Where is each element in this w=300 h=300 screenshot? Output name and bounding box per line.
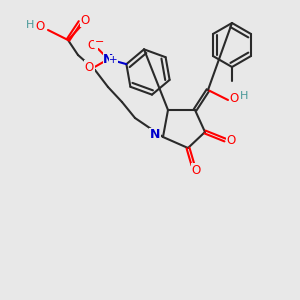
Text: O: O [88, 39, 97, 52]
Text: H: H [26, 20, 34, 30]
Text: O: O [85, 61, 94, 74]
Text: O: O [230, 92, 238, 104]
Text: O: O [226, 134, 236, 146]
Text: −: − [95, 37, 104, 47]
Text: N: N [150, 128, 160, 142]
Text: O: O [80, 14, 90, 26]
Text: +: + [109, 55, 118, 65]
Text: H: H [240, 91, 248, 101]
Text: O: O [35, 20, 45, 34]
Text: N: N [103, 52, 114, 66]
Text: O: O [191, 164, 201, 176]
